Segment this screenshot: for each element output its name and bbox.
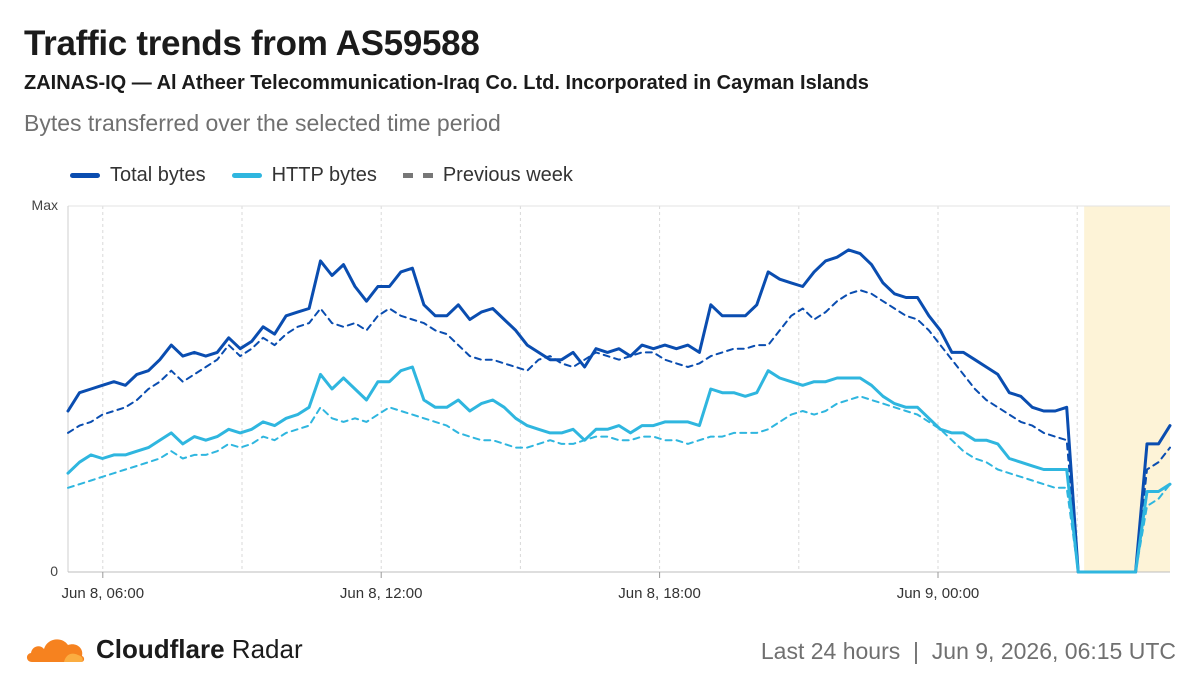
series-line-previous-week-http — [67, 395, 1171, 573]
series-line-previous-week-total — [67, 289, 1171, 573]
cloudflare-radar-logo[interactable]: Cloudflare Radar — [24, 632, 303, 666]
legend-label-total-bytes: Total bytes — [110, 164, 206, 186]
timestamp-label: Jun 9, 2026, 06:15 UTC — [931, 638, 1176, 664]
y-tick-label: 0 — [50, 563, 58, 579]
chart-description: Bytes transferred over the selected time… — [24, 110, 501, 136]
series-line-http-bytes — [66, 365, 1172, 574]
brand-name: Cloudflare Radar — [96, 633, 303, 664]
time-period-label: Last 24 hours — [760, 638, 901, 664]
x-tick-label: Jun 8, 06:00 — [62, 585, 145, 602]
chart-legend: Total bytes HTTP bytes Previous week — [70, 164, 599, 187]
legend-item-total-bytes[interactable]: Total bytes — [70, 164, 206, 187]
legend-label-previous-week: Previous week — [442, 164, 573, 186]
footer-timestamp: Last 24 hours | Jun 9, 2026, 06:15 UTC — [761, 638, 1176, 665]
x-tick-label: Jun 8, 18:00 — [618, 585, 701, 602]
legend-item-previous-week[interactable]: Previous week — [402, 164, 573, 187]
legend-swatch-previous-week — [402, 173, 433, 178]
cloudflare-cloud-icon — [26, 639, 85, 662]
x-tick-label: Jun 9, 00:00 — [897, 585, 980, 602]
footer-separator: | — [913, 638, 919, 664]
x-tick-label: Jun 8, 12:00 — [340, 585, 423, 602]
legend-swatch-total-bytes — [70, 173, 100, 178]
highlight-region — [1084, 206, 1170, 572]
page-title: Traffic trends from AS59588 — [24, 24, 480, 63]
page-subtitle: ZAINAS-IQ — Al Atheer Telecommunication-… — [24, 72, 869, 94]
series-line-total-bytes — [66, 248, 1172, 574]
legend-label-http-bytes: HTTP bytes — [271, 164, 377, 186]
legend-swatch-http-bytes — [231, 173, 262, 178]
legend-item-http-bytes[interactable]: HTTP bytes — [231, 164, 377, 187]
y-tick-label: Max — [32, 197, 58, 213]
